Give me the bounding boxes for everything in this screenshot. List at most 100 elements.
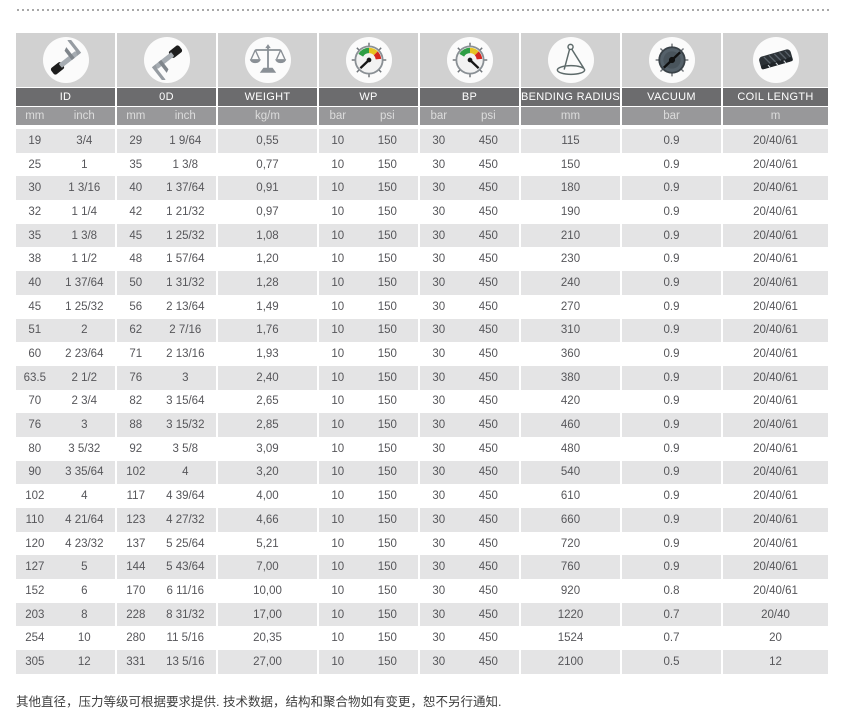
value-weight: 2,85 <box>256 419 279 432</box>
cell-weight: 1,20 <box>218 247 317 272</box>
value-od-mm: 88 <box>129 419 143 432</box>
value-bending-radius: 540 <box>560 466 581 479</box>
value-bp-psi: 450 <box>478 419 498 432</box>
cell-weight: 0,91 <box>218 176 317 201</box>
cell-vacuum: 0.9 <box>622 436 721 461</box>
cell-coil-length: 20/40/61 <box>723 460 828 485</box>
value-bp-psi: 450 <box>478 632 498 645</box>
cell-coil-length: 20/40/61 <box>723 152 828 177</box>
cell-vacuum: 0.9 <box>622 531 721 556</box>
value-vacuum: 0.9 <box>663 561 680 574</box>
value-vacuum: 0.9 <box>663 537 680 550</box>
value-wp-psi: 150 <box>377 182 397 195</box>
value-id-inch: 1 1/4 <box>71 205 98 218</box>
value-coil-length: 20/40/61 <box>753 205 798 218</box>
value-od-mm: 29 <box>129 134 143 147</box>
cell-weight: 17,00 <box>218 602 317 627</box>
value-id-inch: 2 23/64 <box>65 348 104 361</box>
value-od-mm: 62 <box>129 324 143 337</box>
cell-wp: 10 150 <box>319 413 418 437</box>
cell-coil-length: 20/40/61 <box>723 176 828 201</box>
cell-bending-radius: 380 <box>521 365 620 390</box>
cell-wp: 10 150 <box>319 271 418 295</box>
unit-cell-wp: bar psi <box>319 107 418 125</box>
value-wp-bar: 10 <box>331 632 345 645</box>
value-wp-bar: 10 <box>331 253 345 266</box>
cell-bp: 30 450 <box>420 129 519 153</box>
value-bending-radius: 380 <box>560 371 581 384</box>
cell-coil-length: 20/40/61 <box>723 129 828 153</box>
value-vacuum: 0.9 <box>663 205 680 218</box>
value-od-mm: 137 <box>126 537 146 550</box>
value-bp-bar: 30 <box>432 134 446 147</box>
cell-vacuum: 0.7 <box>622 626 721 651</box>
value-od-inch: 6 11/16 <box>166 584 205 597</box>
value-wp-psi: 150 <box>377 205 397 218</box>
value-vacuum: 0.5 <box>663 655 680 668</box>
cell-od: 82 3 15/64 <box>117 389 216 414</box>
cell-coil-length: 20/40 <box>723 602 828 627</box>
value-od-inch: 8 31/32 <box>166 608 205 621</box>
cell-weight: 2,40 <box>218 365 317 390</box>
value-id-mm: 203 <box>25 608 45 621</box>
value-bp-bar: 30 <box>432 584 446 597</box>
value-od-inch: 3 15/64 <box>166 395 205 408</box>
value-bp-psi: 450 <box>478 466 498 479</box>
value-od-inch: 2 13/64 <box>166 300 205 313</box>
unit-label: bar <box>430 110 448 122</box>
value-vacuum: 0.7 <box>663 608 680 621</box>
cell-vacuum: 0.9 <box>622 247 721 272</box>
value-wp-bar: 10 <box>331 182 345 195</box>
table-row: 203 8 228 8 31/32 17,00 10 150 30 450 1220 0.7 20/4… <box>16 602 828 627</box>
value-wp-bar: 10 <box>331 513 345 526</box>
cell-bp: 30 450 <box>420 413 519 437</box>
spec-sheet-page: ID 0D WEIGHT WP BP BENDING RADIUS VACUUM… <box>0 9 844 710</box>
value-wp-bar: 10 <box>331 371 345 384</box>
cell-od: 62 2 7/16 <box>117 318 216 343</box>
cell-bending-radius: 460 <box>521 413 620 437</box>
value-wp-psi: 150 <box>377 419 397 432</box>
value-od-inch: 5 43/64 <box>166 561 205 574</box>
cell-bp: 30 450 <box>420 176 519 201</box>
cell-id: 90 3 35/64 <box>16 460 115 485</box>
value-bending-radius: 460 <box>560 419 581 432</box>
cell-id: 110 4 21/64 <box>16 508 115 532</box>
cell-id: 60 2 23/64 <box>16 342 115 366</box>
cell-id: 51 2 <box>16 318 115 343</box>
value-bending-radius: 150 <box>560 158 581 171</box>
table-row: 254 10 280 11 5/16 20,35 10 150 30 450 1524 0.7 20 <box>16 626 828 651</box>
value-id-mm: 90 <box>28 466 42 479</box>
value-od-mm: 50 <box>129 276 143 289</box>
value-coil-length: 20/40/61 <box>753 537 798 550</box>
cell-od: 42 1 21/32 <box>117 200 216 224</box>
header-icon-cell-bending-radius <box>521 33 620 87</box>
cell-weight: 2,65 <box>218 389 317 414</box>
value-wp-bar: 10 <box>331 466 345 479</box>
value-od-inch: 1 25/32 <box>166 229 205 242</box>
unit-cell-od: mm inch <box>117 107 216 125</box>
value-coil-length: 20/40/61 <box>753 561 798 574</box>
cell-vacuum: 0.9 <box>622 129 721 153</box>
cell-wp: 10 150 <box>319 223 418 248</box>
value-wp-bar: 10 <box>331 655 345 668</box>
cell-bp: 30 450 <box>420 531 519 556</box>
value-bp-bar: 30 <box>432 632 446 645</box>
cell-wp: 10 150 <box>319 152 418 177</box>
value-weight: 0,91 <box>256 182 279 195</box>
unit-label: mm <box>25 110 45 122</box>
value-vacuum: 0.7 <box>663 632 680 645</box>
value-wp-bar: 10 <box>331 324 345 337</box>
value-wp-psi: 150 <box>377 324 397 337</box>
value-coil-length: 12 <box>769 655 782 668</box>
value-bending-radius: 2100 <box>557 655 584 668</box>
cell-bending-radius: 210 <box>521 223 620 248</box>
cell-id: 80 3 5/32 <box>16 436 115 461</box>
cell-weight: 5,21 <box>218 531 317 556</box>
unit-cell-coil-length: m <box>723 107 828 125</box>
cell-wp: 10 150 <box>319 602 418 627</box>
value-id-inch: 1 25/32 <box>65 300 104 313</box>
cell-bending-radius: 480 <box>521 436 620 461</box>
cell-od: 144 5 43/64 <box>117 555 216 580</box>
header-icon-cell-bp <box>420 33 519 87</box>
cell-bp: 30 450 <box>420 579 519 603</box>
